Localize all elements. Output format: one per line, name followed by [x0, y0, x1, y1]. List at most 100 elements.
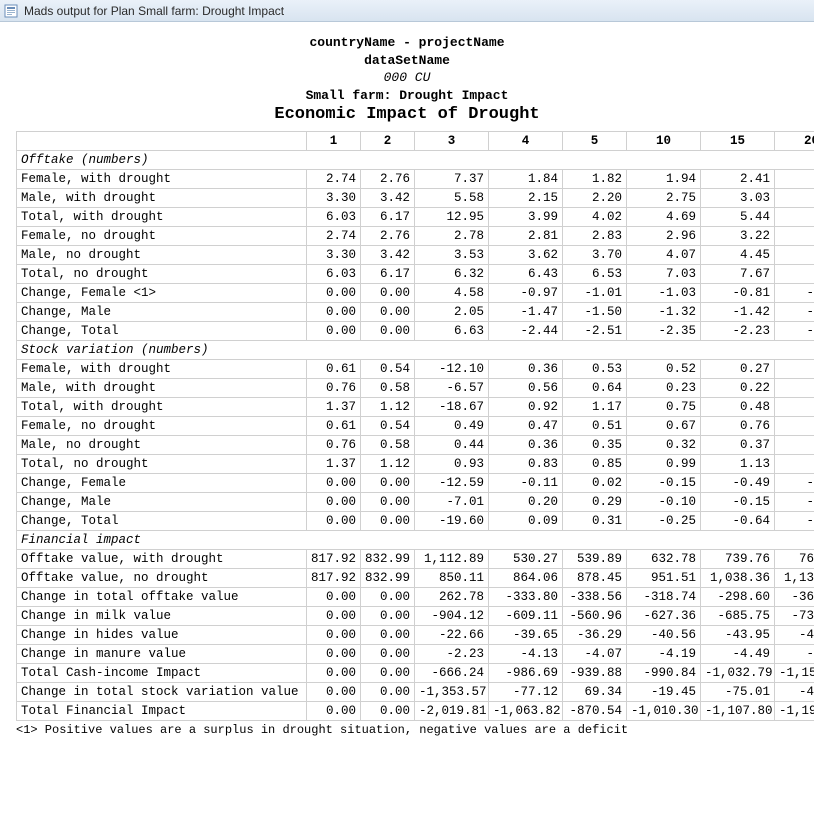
cell-value: -1.42	[701, 303, 775, 322]
cell-value: 6.32	[415, 265, 489, 284]
cell-value: -18.67	[415, 398, 489, 417]
table-row: Change in total stock variation value0.0…	[17, 683, 814, 702]
cell-value: -43.95	[701, 626, 775, 645]
cell-value: -1.32	[627, 303, 701, 322]
cell-value: 1.37	[307, 398, 361, 417]
cell-value: 2.20	[563, 189, 627, 208]
row-label: Female, no drought	[17, 417, 307, 436]
row-label: Male, with drought	[17, 379, 307, 398]
cell-value: -666.24	[415, 664, 489, 683]
cell-value: 817.92	[307, 550, 361, 569]
cell-value: -0.64	[701, 512, 775, 531]
cell-value: 6.43	[489, 265, 563, 284]
row-label: Total, with drought	[17, 208, 307, 227]
cell-value: 0.00	[307, 702, 361, 721]
cell-value: 0.99	[627, 455, 701, 474]
cell-value: -0.11	[489, 474, 563, 493]
cell-value: -36.29	[563, 626, 627, 645]
table-header-col: 4	[489, 132, 563, 151]
footnote: <1> Positive values are a surplus in dro…	[16, 721, 798, 737]
cell-value: 2.96	[627, 227, 701, 246]
row-label: Change in total stock variation value	[17, 683, 307, 702]
cell-value: -77.12	[489, 683, 563, 702]
table-row: Total, with drought1.371.12-18.670.921.1…	[17, 398, 814, 417]
cell-value: 0.00	[307, 664, 361, 683]
cell-value: -4.89	[775, 645, 814, 664]
row-label: Change, Male	[17, 493, 307, 512]
table-row: Male, no drought3.303.423.533.623.704.07…	[17, 246, 814, 265]
report-body: countryName - projectName dataSetName 00…	[0, 22, 814, 745]
row-label: Female, no drought	[17, 227, 307, 246]
cell-value: 0.37	[701, 436, 775, 455]
section-title: Stock variation (numbers)	[17, 341, 814, 360]
cell-value: 5.58	[415, 189, 489, 208]
cell-value: 0.93	[415, 455, 489, 474]
cell-value: -0.97	[489, 284, 563, 303]
cell-value: 0.00	[361, 664, 415, 683]
cell-value: 1,038.36	[701, 569, 775, 588]
cell-value: -627.36	[627, 607, 701, 626]
cell-value: 0.84	[775, 398, 814, 417]
table-row: Offtake value, no drought817.92832.99850…	[17, 569, 814, 588]
cell-value: -0.15	[701, 493, 775, 512]
cell-value: 0.00	[361, 588, 415, 607]
cell-value: 0.35	[563, 436, 627, 455]
cell-value: -0.35	[775, 512, 814, 531]
cell-value: 0.00	[361, 626, 415, 645]
cell-value: -47.15	[775, 626, 814, 645]
table-row: Total Cash-income Impact0.000.00-666.24-…	[17, 664, 814, 683]
cell-value: 0.92	[489, 398, 563, 417]
table-row: Change in hides value0.000.00-22.66-39.6…	[17, 626, 814, 645]
cell-value: 817.92	[307, 569, 361, 588]
cell-value: 0.00	[307, 303, 361, 322]
cell-value: 2.39	[775, 170, 814, 189]
cell-value: 3.30	[307, 246, 361, 265]
row-label: Male, no drought	[17, 246, 307, 265]
table-header-col: 2	[361, 132, 415, 151]
cell-value: 0.00	[361, 645, 415, 664]
cell-value: 2.76	[361, 170, 415, 189]
cell-value: 1.84	[489, 170, 563, 189]
cell-value: -1,010.30	[627, 702, 701, 721]
table-header-col: 20	[775, 132, 814, 151]
cell-value: 1.19	[775, 455, 814, 474]
table-row: Female, with drought0.610.54-12.100.360.…	[17, 360, 814, 379]
cell-value: 6.03	[307, 265, 361, 284]
cell-value: -685.75	[701, 607, 775, 626]
row-label: Total Financial Impact	[17, 702, 307, 721]
cell-value: 262.78	[415, 588, 489, 607]
cell-value: 0.02	[563, 474, 627, 493]
header-plan: Small farm: Drought Impact	[16, 87, 798, 105]
cell-value: 3.51	[775, 227, 814, 246]
cell-value: 0.00	[307, 512, 361, 531]
row-label: Total, no drought	[17, 455, 307, 474]
cell-value: -734.67	[775, 607, 814, 626]
cell-value: 1.13	[701, 455, 775, 474]
cell-value: -939.88	[563, 664, 627, 683]
cell-value: -1,151.10	[775, 664, 814, 683]
cell-value: 632.78	[627, 550, 701, 569]
cell-value: 5.44	[701, 208, 775, 227]
cell-value: 878.45	[563, 569, 627, 588]
row-label: Change in manure value	[17, 645, 307, 664]
cell-value: 0.48	[701, 398, 775, 417]
cell-value: 1.12	[361, 398, 415, 417]
cell-value: -0.25	[775, 474, 814, 493]
table-row: Change in milk value0.000.00-904.12-609.…	[17, 607, 814, 626]
cell-value: -904.12	[415, 607, 489, 626]
table-row: Total, no drought6.036.176.326.436.537.0…	[17, 265, 814, 284]
cell-value: 2.78	[415, 227, 489, 246]
cell-value: 3.42	[361, 189, 415, 208]
cell-value: 0.83	[489, 455, 563, 474]
cell-value: -2.70	[775, 322, 814, 341]
cell-value: 2.74	[307, 227, 361, 246]
cell-value: 0.51	[563, 417, 627, 436]
cell-value: 1.17	[563, 398, 627, 417]
cell-value: 0.38	[775, 436, 814, 455]
cell-value: -1.47	[489, 303, 563, 322]
cell-value: -609.11	[489, 607, 563, 626]
cell-value: 4.84	[775, 246, 814, 265]
cell-value: 832.99	[361, 550, 415, 569]
cell-value: 0.23	[627, 379, 701, 398]
row-label: Change in hides value	[17, 626, 307, 645]
